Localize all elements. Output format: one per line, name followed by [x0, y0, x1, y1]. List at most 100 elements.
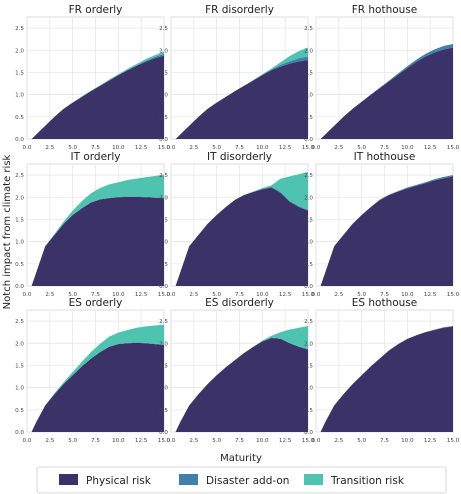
x-tick-label: 15.0 — [158, 292, 171, 298]
legend-item-transition-risk: Transition risk — [304, 474, 405, 487]
y-tick-label: 1.0 — [159, 93, 168, 99]
x-tick-label: 12.5 — [424, 438, 437, 444]
y-tick-label: 2.0 — [304, 341, 313, 347]
area-physical-risk — [175, 187, 308, 286]
x-tick-label: 0.0 — [312, 438, 321, 444]
y-tick-label: 0.0 — [159, 284, 168, 290]
y-tick-label: 0.0 — [304, 284, 313, 290]
y-tick-label: 2.5 — [159, 319, 168, 325]
area-physical-risk — [320, 47, 453, 139]
y-tick-label: 0.5 — [159, 408, 168, 414]
x-tick-label: 10.0 — [256, 145, 269, 151]
y-tick-label: 1.0 — [15, 386, 24, 392]
y-tick-label: 2.5 — [15, 26, 24, 32]
legend-label-physical-risk: Physical risk — [86, 475, 152, 487]
y-tick-label: 1.0 — [304, 240, 313, 246]
y-tick-label: 0.0 — [159, 430, 168, 436]
x-tick-label: 7.5 — [235, 145, 244, 151]
x-tick-label: 12.5 — [279, 438, 292, 444]
y-tick-label: 0.5 — [304, 262, 313, 268]
legend: Physical risk Disaster add-on Transition… — [36, 466, 447, 494]
x-tick-label: 10.0 — [256, 292, 269, 298]
area-transition-risk — [175, 325, 308, 432]
panel-title: FR hothouse — [352, 4, 418, 16]
y-tick-label: 2.5 — [159, 173, 168, 179]
area-transition-risk — [31, 174, 165, 286]
y-tick-label: 0.5 — [15, 408, 24, 414]
panel-title: ES orderly — [69, 297, 123, 309]
x-tick-label: 10.0 — [401, 438, 414, 444]
x-tick-label: 10.0 — [112, 438, 125, 444]
x-tick-label: 5.0 — [357, 438, 366, 444]
x-tick-label: 2.5 — [189, 438, 198, 444]
y-tick-label: 1.0 — [159, 240, 168, 246]
y-tick-label: 0.0 — [15, 284, 24, 290]
y-tick-label: 0.5 — [15, 262, 24, 268]
panel-title: FR orderly — [69, 4, 123, 16]
x-tick-label: 5.0 — [68, 438, 77, 444]
area-transition-risk — [31, 324, 165, 432]
x-tick-label: 7.5 — [91, 292, 100, 298]
y-tick-label: 1.5 — [304, 70, 313, 76]
x-tick-label: 2.5 — [45, 145, 54, 151]
y-tick-label: 2.0 — [159, 48, 168, 54]
x-tick-label: 10.0 — [256, 438, 269, 444]
y-tick-label: 1.0 — [15, 93, 24, 99]
x-tick-label: 2.5 — [45, 438, 54, 444]
y-tick-label: 1.5 — [15, 363, 24, 369]
panel-it-orderly: IT orderly 0.0 2.5 5.0 7.5 10.0 12.5 15.0 0.0 0.5… — [15, 151, 171, 298]
area-physical-risk — [175, 60, 308, 139]
x-tick-label: 15.0 — [447, 438, 460, 444]
x-tick-label: 10.0 — [401, 292, 414, 298]
legend-frame — [36, 466, 447, 494]
area-transition-risk — [175, 47, 308, 139]
x-tick-label: 15.0 — [302, 438, 315, 444]
x-tick-label: 15.0 — [447, 145, 460, 151]
y-tick-label: 0.0 — [15, 430, 24, 436]
y-tick-label: 0.5 — [304, 408, 313, 414]
x-tick-label: 15.0 — [158, 438, 171, 444]
x-tick-label: 7.5 — [91, 145, 100, 151]
x-tick-label: 12.5 — [135, 438, 148, 444]
panel-title: FR disorderly — [205, 4, 274, 16]
y-tick-label: 1.0 — [159, 386, 168, 392]
x-tick-label: 12.5 — [279, 292, 292, 298]
y-tick-label: 0.5 — [15, 115, 24, 121]
y-tick-label: 2.0 — [159, 195, 168, 201]
x-tick-label: 0.0 — [23, 145, 32, 151]
y-tick-label: 2.5 — [15, 173, 24, 179]
x-tick-label: 15.0 — [158, 145, 171, 151]
y-tick-label: 2.5 — [304, 26, 313, 32]
x-tick-label: 7.5 — [91, 438, 100, 444]
x-tick-label: 5.0 — [357, 145, 366, 151]
y-tick-label: 1.5 — [159, 70, 168, 76]
panel-fr-orderly: FR orderly 0.0 2.5 5.0 7.5 10.0 12.5 15.0 0.0 0.5… — [15, 4, 171, 151]
y-tick-label: 2.5 — [159, 26, 168, 32]
y-tick-label: 0.0 — [159, 137, 168, 143]
x-tick-label: 5.0 — [212, 292, 221, 298]
y-axis-label: Notch impact from climate risk — [2, 154, 13, 309]
legend-swatch-transition-risk — [304, 474, 323, 485]
x-tick-label: 10.0 — [401, 145, 414, 151]
x-tick-label: 2.5 — [334, 438, 343, 444]
x-tick-label: 10.0 — [112, 292, 125, 298]
y-tick-label: 1.5 — [15, 217, 24, 223]
legend-item-disaster-add-on: Disaster add-on — [179, 474, 289, 487]
x-tick-label: 5.0 — [68, 145, 77, 151]
x-tick-label: 7.5 — [235, 438, 244, 444]
x-tick-label: 2.5 — [45, 292, 54, 298]
x-tick-label: 5.0 — [212, 145, 221, 151]
y-tick-label: 1.5 — [15, 70, 24, 76]
x-tick-label: 2.5 — [189, 292, 198, 298]
x-tick-label: 15.0 — [302, 292, 315, 298]
area-physical-risk — [31, 342, 165, 432]
y-tick-label: 1.5 — [304, 363, 313, 369]
x-tick-label: 15.0 — [302, 145, 315, 151]
area-physical-risk — [320, 176, 453, 286]
x-tick-label: 0.0 — [167, 292, 176, 298]
